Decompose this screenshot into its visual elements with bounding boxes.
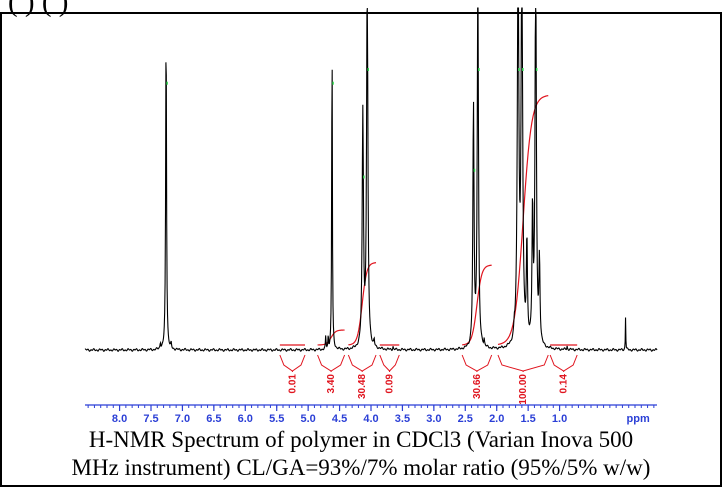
tick-label: 4.0 xyxy=(363,413,378,425)
tick-label: 7.0 xyxy=(175,413,190,425)
tick-label: 5.5 xyxy=(269,413,284,425)
integral-bracket-3 xyxy=(379,354,400,372)
integral-bracket-6 xyxy=(549,354,578,372)
caption-line-1: H-NMR Spectrum of polymer in CDCl3 (Vari… xyxy=(88,427,634,452)
integral-bracket-4 xyxy=(461,354,493,372)
tick-label: 4.5 xyxy=(332,413,347,425)
tick-label: 3.0 xyxy=(426,413,441,425)
integral-value-label: 0.09 xyxy=(385,374,396,394)
integral-brackets-group: 0.01 3.40 30.48 0.09 30.66 100.00 0.14 xyxy=(279,354,578,405)
tick-label: 8.0 xyxy=(112,413,127,425)
tick-label: 6.0 xyxy=(238,413,253,425)
tick-label: 1.0 xyxy=(552,413,567,425)
integral-value-label: 30.66 xyxy=(472,374,483,399)
integral-bracket-1 xyxy=(317,354,346,372)
chart-border xyxy=(0,12,722,487)
integral-curve-3.40 xyxy=(317,329,345,346)
integral-value-label: 0.14 xyxy=(559,374,570,394)
tick-label: 7.5 xyxy=(143,413,158,425)
integral-bracket-5 xyxy=(497,354,549,372)
spectrum-group xyxy=(84,7,658,352)
integral-value-label: 0.01 xyxy=(287,374,298,394)
tick-label: 1.5 xyxy=(520,413,535,425)
integral-curve-30.66 xyxy=(462,264,492,346)
integral-value-label: 3.40 xyxy=(326,374,337,394)
tick-label: 6.5 xyxy=(206,413,221,425)
ppm-axis-group: 8.0 7.5 7.0 6.5 6.0 5.5 5.0 4.5 4.0 3.5 3.0 2.5 2.0 1… xyxy=(85,404,657,425)
caption-line-2: MHz instrument) CL/GA=93%/7% molar ratio… xyxy=(71,455,651,480)
integral-curve-30.48 xyxy=(348,262,377,346)
integral-bracket-0 xyxy=(279,354,306,372)
tick-label: 5.0 xyxy=(300,413,315,425)
integral-bracket-2 xyxy=(347,354,377,372)
integral-value-label: 100.00 xyxy=(518,374,529,405)
tick-label: 3.5 xyxy=(395,413,410,425)
integral-value-label: 30.48 xyxy=(357,374,368,399)
tick-label: 2.5 xyxy=(458,413,473,425)
spectrum-line xyxy=(84,7,658,352)
tick-label: 2.0 xyxy=(489,413,504,425)
unit-label: ppm xyxy=(627,413,650,425)
